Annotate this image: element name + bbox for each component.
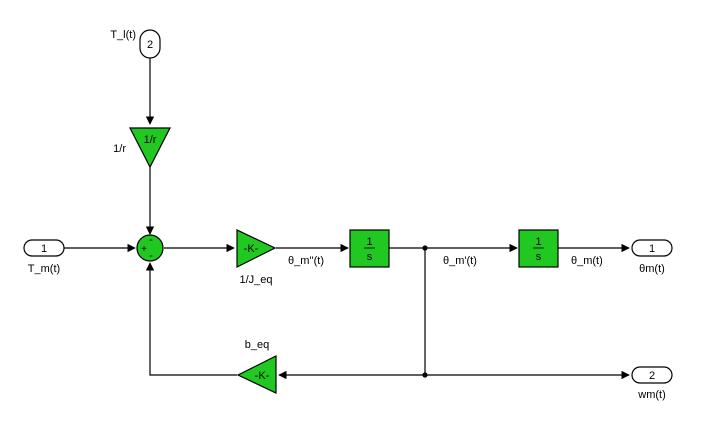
integrator-1-numerator: 1: [366, 236, 372, 248]
gain-r-label: 1/r: [113, 143, 126, 155]
inport-tm-number: 1: [41, 243, 47, 255]
wires: [63, 57, 630, 380]
signal-velocity-label: θ_m'(t): [443, 255, 477, 267]
integrator-2-numerator: 1: [535, 236, 541, 248]
outport-theta-label: θm(t): [639, 263, 665, 275]
inport-tm-label: T_m(t): [28, 263, 60, 275]
inport-tl[interactable]: 2: [139, 29, 161, 59]
sum-block[interactable]: - + -: [136, 234, 164, 262]
integrator-2-block[interactable]: 1 s: [518, 229, 559, 268]
gain-r-text: 1/r: [144, 134, 157, 146]
integrator-1-denominator: s: [367, 251, 373, 263]
outport-wm-number: 2: [649, 370, 655, 382]
inport-tm[interactable]: 1: [23, 239, 65, 257]
outport-theta[interactable]: 1: [631, 239, 673, 257]
outport-theta-number: 1: [649, 243, 655, 255]
gain-beq-label: b_eq: [245, 339, 269, 351]
branch-point-bottom: [422, 372, 428, 378]
gain-beq-text: -K-: [255, 370, 270, 382]
gain-jeq-label: 1/J_eq: [239, 274, 272, 286]
inport-tl-number: 2: [147, 39, 153, 51]
outport-wm[interactable]: 2: [631, 366, 673, 384]
sum-sign-top: -: [149, 234, 153, 246]
signal-accel-label: θ_m''(t): [288, 255, 324, 267]
branch-point-top: [422, 245, 428, 251]
outport-wm-label: wm(t): [637, 389, 666, 401]
gain-r-block[interactable]: 1/r: [129, 127, 171, 169]
signal-position-label: θ_m(t): [571, 255, 603, 267]
integrator-1-block[interactable]: 1 s: [349, 229, 390, 268]
sum-sign-left: +: [141, 244, 147, 255]
gain-jeq-block[interactable]: -K-: [236, 229, 277, 268]
sum-sign-bottom: -: [149, 250, 153, 262]
inport-tl-label: T_l(t): [110, 29, 136, 41]
gain-beq-block[interactable]: -K-: [236, 355, 277, 394]
wire-gain-beq-to-sum: [145, 262, 237, 376]
integrator-2-denominator: s: [536, 251, 542, 263]
gain-jeq-text: -K-: [244, 243, 259, 255]
